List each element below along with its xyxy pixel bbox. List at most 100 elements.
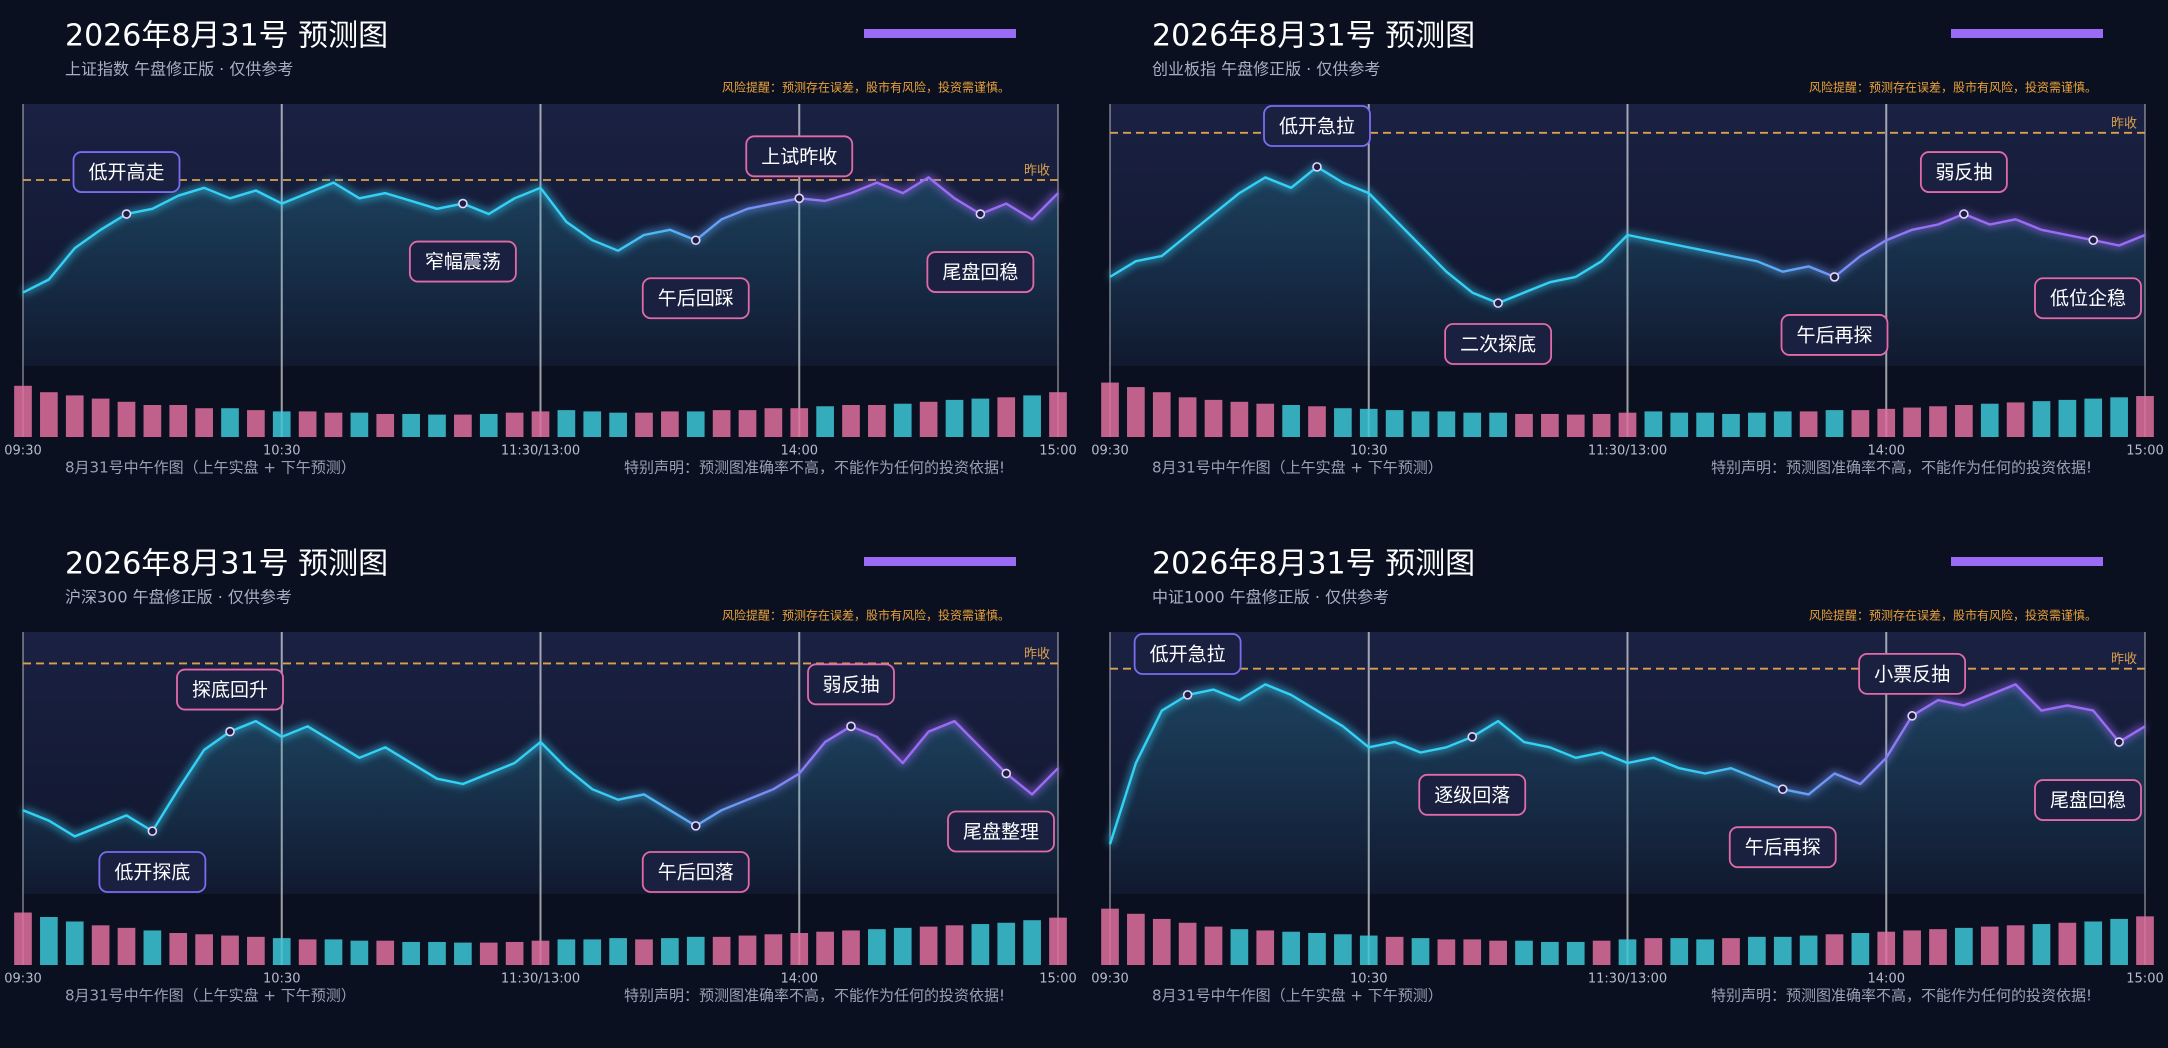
volume-bar: [376, 413, 395, 437]
volume-bar: [557, 939, 576, 965]
volume-bar: [1670, 412, 1689, 437]
x-tick-label: 10:30: [1350, 444, 1387, 459]
volume-bar: [1101, 382, 1119, 437]
volume-bar: [531, 940, 550, 965]
volume-bar: [1799, 411, 1818, 437]
volume-bar: [764, 408, 783, 437]
chart-title: 2026年8月31号 预测图: [1152, 547, 1475, 582]
volume-bar: [661, 938, 679, 965]
volume-bar: [945, 399, 964, 437]
annotation-box: [1780, 314, 1889, 356]
x-tick-label: 11:30/13:00: [1588, 444, 1667, 459]
annotation-box: [176, 668, 284, 711]
volume-bar: [1489, 940, 1507, 965]
volume-bar: [971, 924, 990, 965]
volume-bar: [2032, 924, 2051, 965]
annotation-label: 低开高走: [88, 162, 164, 184]
volume-bar: [2136, 916, 2154, 965]
volume-bar: [117, 927, 136, 965]
line: [22, 719, 1059, 838]
line-area: [1110, 166, 2145, 366]
volume-bar: [1204, 399, 1223, 437]
annotation-label: 午后再探: [1745, 837, 1821, 859]
volume-bar: [1618, 412, 1637, 437]
annotation-label: 尾盘整理: [963, 821, 1039, 843]
volume-bar: [1023, 395, 1041, 437]
volume-bar: [790, 933, 809, 965]
volume-bar: [2110, 397, 2128, 437]
risk-note: 风险提醒：预测存在误差，股市有风险，投资需谨慎。: [722, 80, 1010, 95]
volume-bar: [816, 931, 834, 965]
volume-bar: [531, 411, 550, 437]
annotation-label: 窄幅震荡: [425, 251, 501, 273]
volume-bar: [1359, 935, 1378, 965]
volume-bar: [221, 408, 239, 437]
volume-bar: [2058, 922, 2077, 965]
volume-bar: [14, 912, 32, 965]
volume-bar: [557, 410, 576, 437]
volume-bar: [324, 412, 343, 437]
chart-title: 2026年8月31号 预测图: [65, 547, 388, 582]
volume-bar: [661, 411, 679, 437]
chart-subtitle: 沪深300 午盘修正版 · 仅供参考: [65, 588, 292, 607]
annotation-label: 午后回踩: [658, 288, 734, 310]
line: [1108, 683, 2146, 845]
volume-bar: [609, 938, 627, 965]
volume-bar: [1256, 403, 1275, 437]
x-tick-label: 11:30/13:00: [501, 444, 580, 459]
annotation-label: 小票反抽: [1874, 663, 1950, 685]
volume-bar: [1282, 405, 1300, 437]
volume-bar: [454, 942, 472, 965]
volume-bar: [1230, 929, 1249, 965]
annotation-label: 探底回升: [192, 679, 268, 701]
annotation-point: [1182, 690, 1193, 700]
footer-left: 8月31号中午作图（上午实盘 + 下午预测）: [1152, 987, 1443, 1005]
annotation-point: [2114, 737, 2124, 747]
volume-bar: [479, 942, 498, 965]
x-tick-label: 09:30: [1091, 972, 1128, 987]
volume-bar: [738, 935, 757, 965]
annotation-box: [926, 251, 1035, 293]
annotation-point: [690, 821, 701, 831]
volume-bar: [686, 411, 705, 437]
chart-title: 2026年8月31号 预测图: [1152, 19, 1475, 54]
volume-bar: [971, 398, 990, 437]
volume-bar: [1825, 934, 1844, 965]
volume-bar: [1722, 938, 1740, 965]
volume-bar: [997, 397, 1016, 437]
volume-bar: [790, 408, 809, 437]
title-accent: [864, 29, 1016, 38]
annotation-point: [846, 721, 856, 732]
volume-bar: [635, 939, 653, 965]
volume-bar: [1877, 931, 1896, 965]
line-area: [1110, 684, 2145, 894]
volume-bar: [2032, 401, 2051, 437]
annotation-point: [1467, 732, 1478, 742]
volume-bar: [997, 922, 1016, 965]
annotation-point: [147, 826, 158, 836]
volume-bar: [1618, 939, 1637, 965]
annotation-box: [1919, 151, 2008, 193]
annotation-point: [1001, 768, 1012, 779]
volume-bar: [712, 410, 731, 437]
annotation-box: [947, 810, 1055, 853]
annotation-label: 低位企稳: [2050, 288, 2126, 310]
annotation-label: 尾盘回稳: [942, 262, 1018, 284]
volume-bar: [1722, 413, 1740, 437]
volume-bar: [2084, 398, 2103, 437]
footer-left: 8月31号中午作图（上午实盘 + 下午预测）: [1152, 459, 1443, 477]
volume-bar: [1541, 941, 1559, 965]
volume-bar: [1799, 935, 1818, 965]
volume-bar: [868, 929, 886, 965]
volume-bar: [893, 927, 912, 965]
annotation-box: [408, 240, 517, 283]
reference-label: 昨收: [1024, 163, 1050, 178]
volume-bar: [1903, 407, 1921, 437]
volume-bar: [893, 403, 912, 437]
annotation-box: [745, 135, 854, 178]
volume-bar: [505, 412, 524, 437]
reference-label: 昨收: [2111, 116, 2137, 131]
annotation-box: [807, 663, 895, 706]
